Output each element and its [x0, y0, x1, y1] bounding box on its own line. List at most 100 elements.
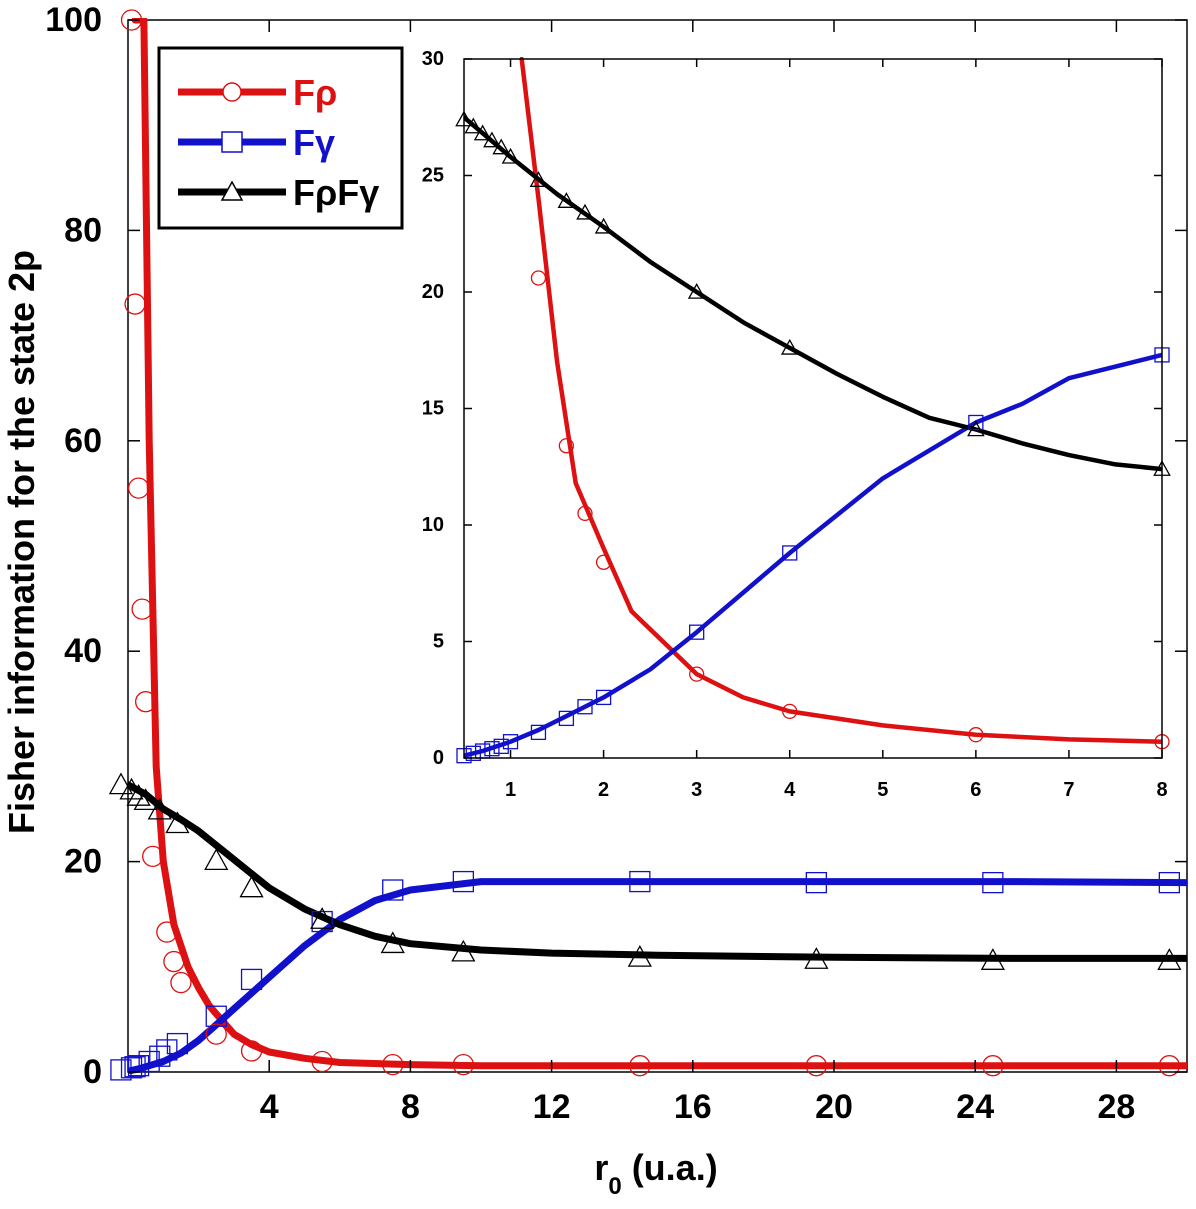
inset-point-frho	[782, 703, 798, 720]
inset-x-tick-label: 8	[1156, 779, 1167, 801]
inset-x-tick-label: 3	[691, 779, 702, 801]
inset-point-fgamma	[484, 741, 500, 757]
inset-point-frho-fgamma	[967, 420, 985, 437]
inset-point-frho	[530, 270, 547, 286]
main-x-tick-label: 8	[401, 1088, 420, 1126]
main-x-tick-label: 24	[956, 1088, 994, 1126]
main-point-fgamma	[1158, 871, 1180, 894]
main-y-tick-label: 20	[64, 843, 102, 881]
inset-line-frho	[519, 57, 1162, 744]
main-x-tick-label: 4	[260, 1088, 279, 1126]
legend-marker-circle	[222, 82, 242, 102]
x-axis-label-var: r	[594, 1147, 608, 1188]
main-y-tick-label: 100	[45, 1, 102, 39]
main-line-frho	[131, 18, 1187, 1070]
x-axis-label-subscript: 0	[608, 1173, 621, 1200]
main-point-frho	[131, 598, 153, 620]
inset-x-tick-label: 5	[877, 779, 888, 801]
legend-label-f-rho-f-gamma: FρFγ	[293, 172, 379, 213]
inset-x-tick-label: 2	[598, 779, 609, 801]
main-point-frho	[120, 9, 143, 31]
inset-x-tick-label: 4	[784, 779, 796, 801]
main-point-frho	[240, 1040, 263, 1062]
main-point-frho-fgamma	[980, 948, 1005, 970]
main-point-frho-fgamma	[310, 907, 335, 929]
legend-entry-f-rho: Fρ	[178, 72, 337, 113]
inset-tick-layer: 1 2 3 4 5 6 7 8 0 5 10 15 20 25 30	[422, 48, 1168, 801]
main-x-tick-label: 28	[1097, 1088, 1135, 1126]
inset-chart: 1 2 3 4 5 6 7 8 0 5 10 15 20 25 30	[422, 48, 1171, 801]
inset-line-frho-fgamma	[464, 115, 1162, 472]
main-point-frho	[382, 1053, 404, 1076]
main-point-frho	[142, 845, 164, 867]
main-point-frho-fgamma	[147, 797, 172, 820]
main-plot-frame	[127, 19, 1188, 1073]
main-point-frho	[205, 1023, 227, 1045]
inset-point-fgamma	[689, 624, 705, 640]
main-point-frho-fgamma	[239, 875, 264, 898]
inset-point-frho-fgamma	[529, 171, 548, 187]
main-series-layer	[108, 9, 1187, 1081]
inset-point-frho-fgamma	[501, 147, 520, 164]
legend-entry-f-gamma: Fγ	[178, 122, 335, 163]
main-line-frho-fgamma	[128, 781, 1187, 962]
main-point-fgamma	[124, 1056, 146, 1078]
inset-point-fgamma	[558, 710, 575, 727]
main-point-frho-fgamma	[126, 784, 151, 806]
inset-point-frho	[968, 727, 984, 743]
main-point-frho-fgamma	[627, 944, 652, 967]
x-axis-label: r0 (u.a.)	[594, 1147, 717, 1200]
inset-series-layer	[455, 57, 1171, 764]
main-point-fgamma	[120, 1057, 143, 1079]
main-line-fgamma	[128, 878, 1187, 1074]
inset-point-frho	[577, 505, 593, 521]
y-axis-title: Fisher information for the state 2p	[1, 250, 42, 834]
main-point-frho	[629, 1055, 651, 1077]
inset-point-frho-fgamma	[557, 192, 576, 208]
inset-point-frho-fgamma	[464, 117, 483, 134]
main-point-frho-fgamma	[451, 939, 476, 962]
legend-label-f-rho: Fρ	[293, 72, 337, 113]
inset-point-frho	[558, 438, 575, 454]
main-point-fgamma	[149, 1045, 171, 1067]
main-point-frho	[124, 293, 146, 315]
inset-point-fgamma	[530, 724, 547, 741]
inset-x-tick-label: 1	[505, 779, 516, 801]
inset-point-frho-fgamma	[594, 217, 613, 234]
main-point-frho	[156, 921, 178, 943]
main-point-fgamma	[982, 871, 1004, 894]
inset-y-tick-label: 5	[433, 631, 444, 653]
main-y-tick-label: 0	[83, 1053, 102, 1091]
inset-y-tick-label: 20	[422, 281, 444, 303]
inset-point-frho	[689, 666, 705, 682]
y-axis-label: Fisher information for the state 2p	[1, 250, 42, 834]
main-point-fgamma	[166, 1032, 189, 1055]
main-y-tick-label: 60	[64, 422, 102, 460]
inset-point-frho-fgamma	[473, 124, 492, 141]
legend-marker-square	[221, 131, 243, 153]
inset-y-tick-label: 0	[433, 747, 444, 769]
main-point-frho-fgamma	[204, 848, 229, 870]
inset-y-tick-label: 15	[422, 398, 444, 420]
main-point-frho	[311, 1050, 333, 1073]
main-point-frho	[452, 1053, 475, 1076]
inset-point-fgamma	[465, 745, 481, 761]
main-point-frho-fgamma	[1157, 948, 1182, 970]
inset-point-fgamma	[782, 545, 798, 561]
main-point-frho	[163, 950, 185, 973]
main-point-frho	[982, 1055, 1004, 1077]
inset-x-tick-label: 6	[970, 779, 981, 801]
x-axis-label-units: (u.a.)	[622, 1147, 718, 1188]
legend-entry-f-rho-f-gamma: FρFγ	[178, 172, 379, 213]
main-point-frho	[1158, 1055, 1180, 1077]
inset-point-fgamma	[577, 699, 593, 715]
inset-background	[464, 59, 1162, 758]
main-point-fgamma	[382, 879, 404, 901]
main-point-fgamma	[311, 910, 333, 933]
main-x-tick-label: 12	[533, 1088, 571, 1126]
inset-point-frho-fgamma	[780, 338, 799, 355]
main-y-tick-label: 80	[64, 211, 102, 249]
main-point-frho	[134, 691, 157, 713]
main-y-tick-label: 40	[64, 632, 102, 670]
